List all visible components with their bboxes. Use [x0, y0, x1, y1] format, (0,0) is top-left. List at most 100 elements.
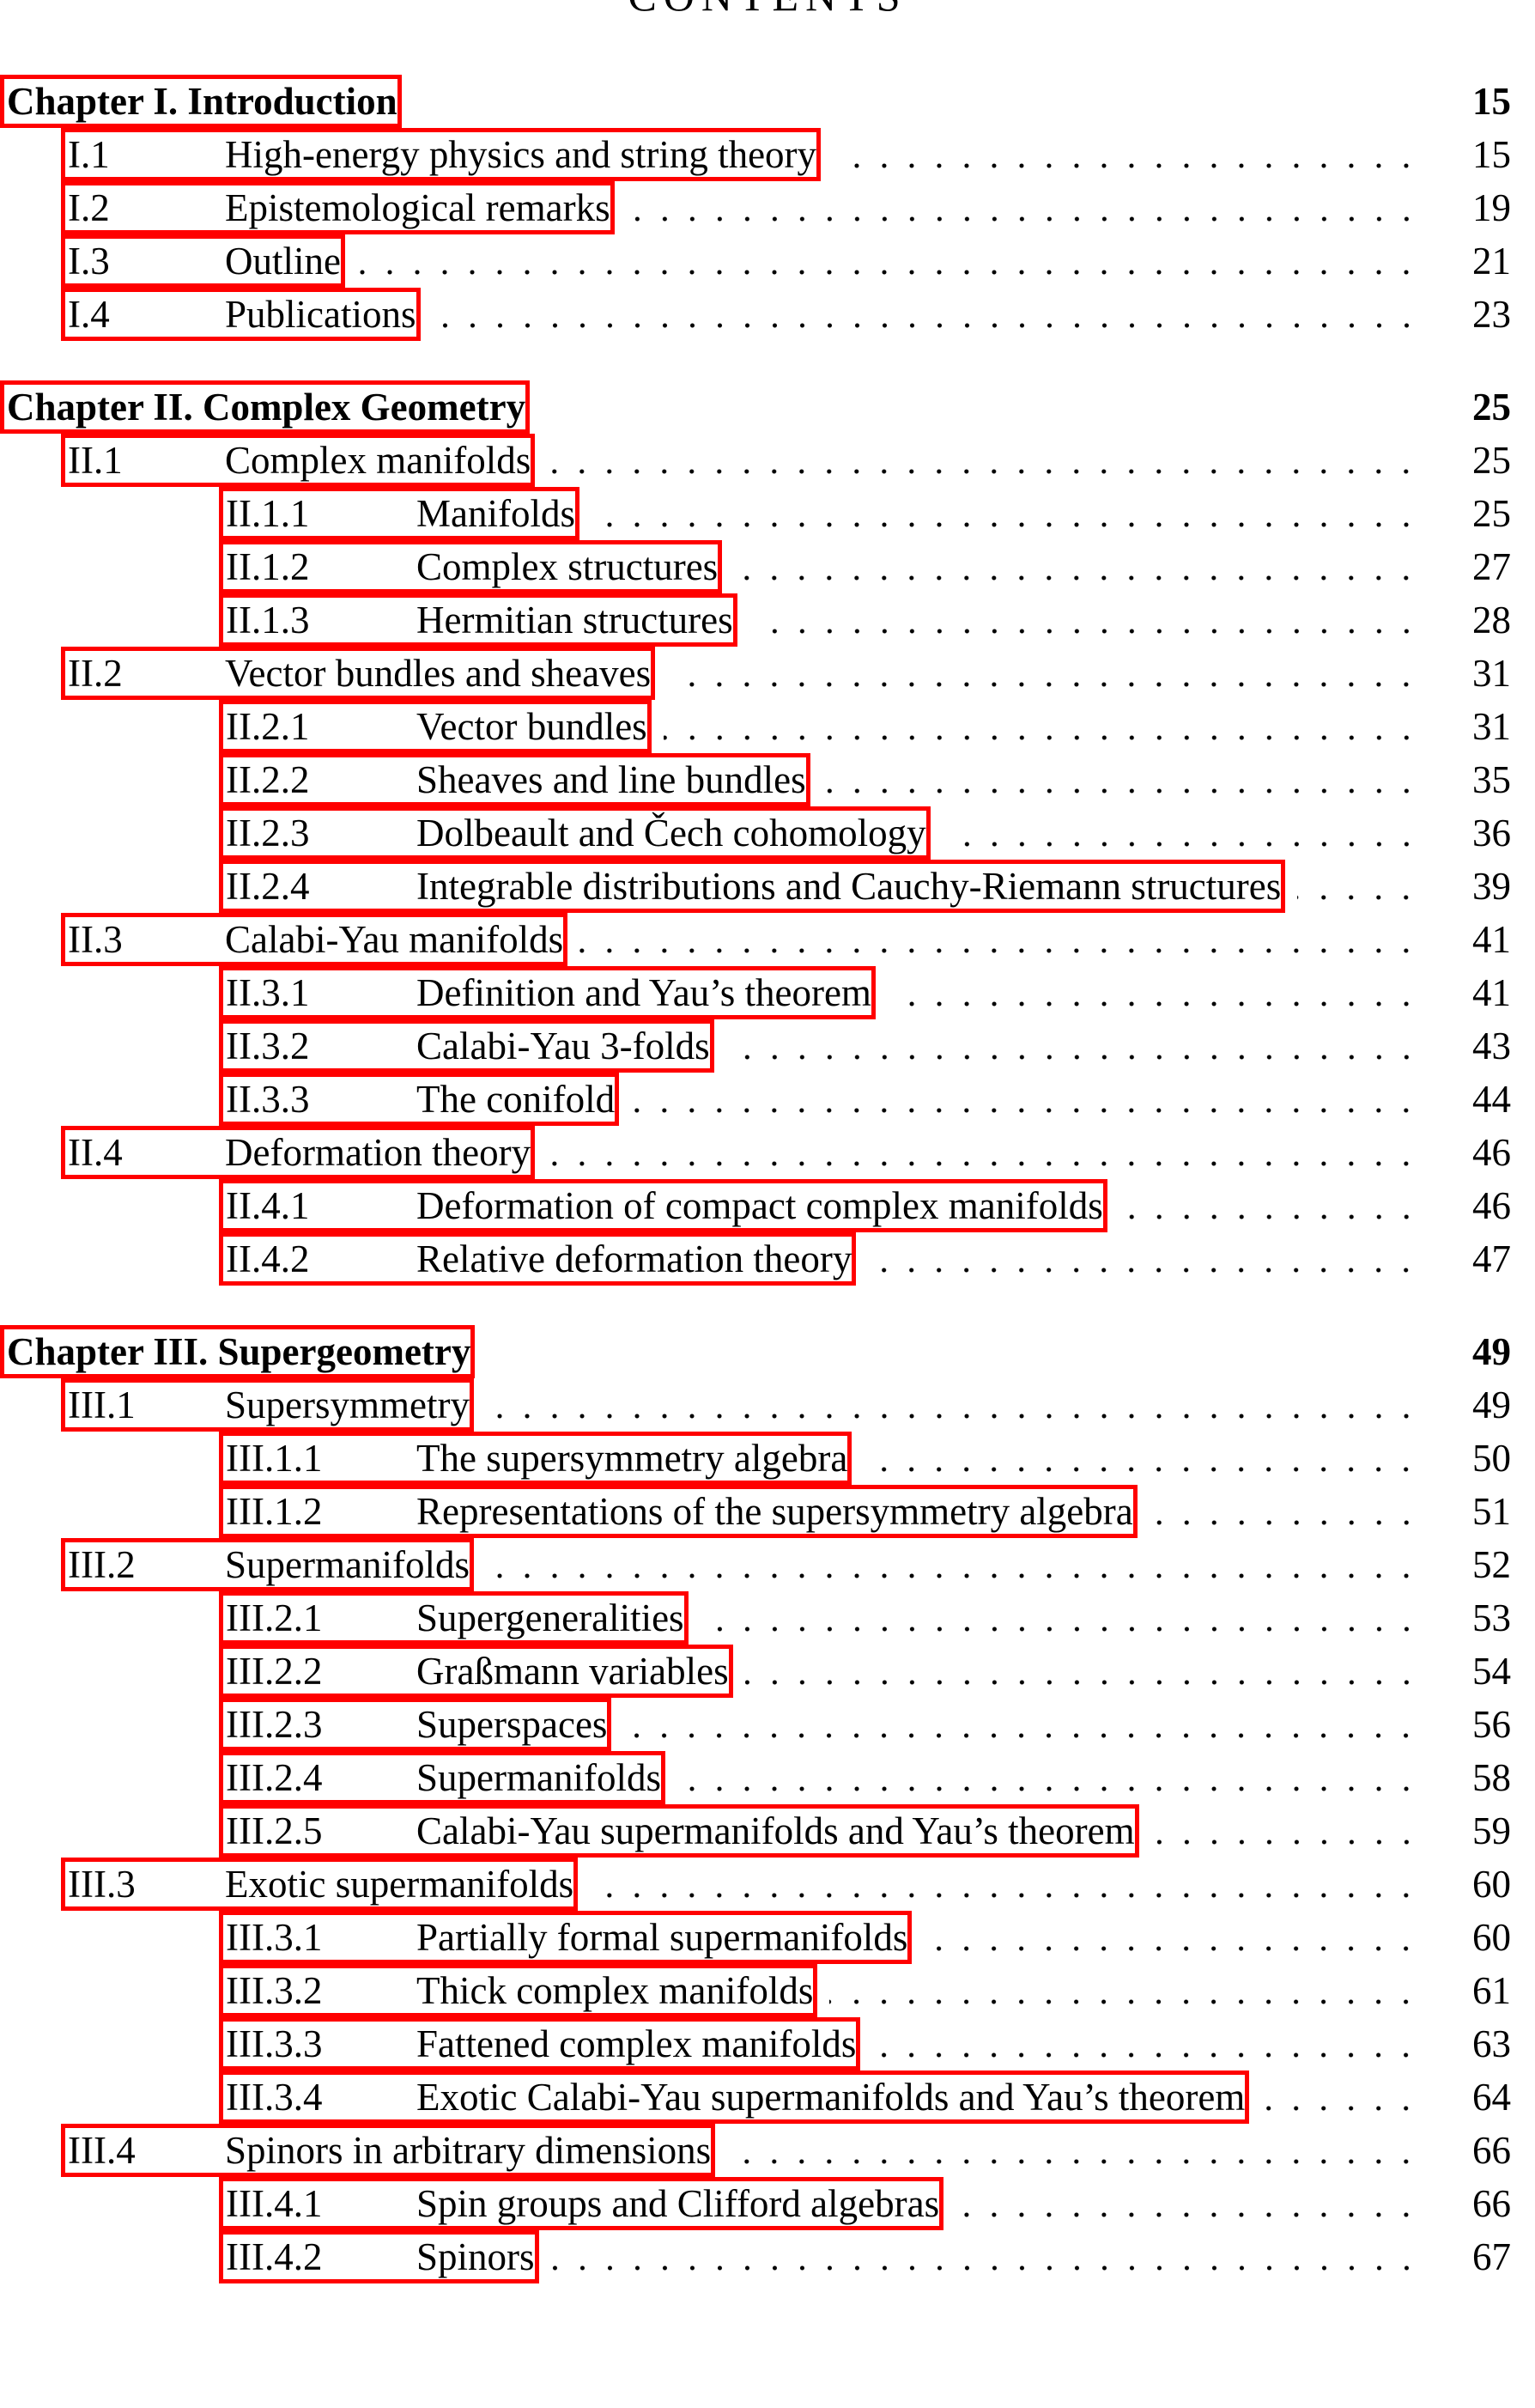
subsection-entry[interactable]: II.4.2 Relative deformation theory 47: [0, 1232, 1511, 1286]
subsection-title[interactable]: Manifolds: [416, 492, 575, 535]
section-title[interactable]: Spinors in arbitrary dimensions: [225, 2129, 712, 2172]
subsection-entry[interactable]: II.1.3 Hermitian structures 28: [0, 593, 1511, 647]
subsection-title[interactable]: Exotic Calabi-Yau supermanifolds and Yau…: [416, 2076, 1246, 2119]
subsection-title[interactable]: Deformation of compact complex manifolds: [416, 1184, 1103, 1227]
section-title[interactable]: High-energy physics and string theory: [225, 133, 817, 176]
subsection-title[interactable]: Supermanifolds: [416, 1756, 661, 1799]
subsection-entry[interactable]: II.2.1 Vector bundles 31: [0, 700, 1511, 753]
subsection-title[interactable]: The conifold: [416, 1078, 616, 1121]
section-entry[interactable]: III.3 Exotic supermanifolds 60: [0, 1858, 1511, 1911]
section-title[interactable]: Exotic supermanifolds: [225, 1863, 574, 1906]
section-entry[interactable]: I.4 Publications 23: [0, 288, 1511, 341]
subsection-entry[interactable]: II.3.3 The conifold 44: [0, 1073, 1511, 1126]
subsection-entry[interactable]: II.2.4 Integrable distributions and Cauch…: [0, 860, 1511, 913]
subsection-entry[interactable]: II.3.2 Calabi-Yau 3-folds 43: [0, 1019, 1511, 1073]
leader-dots: [727, 2124, 1420, 2177]
subsection-number: III.1.2: [226, 1490, 323, 1533]
subsection-title[interactable]: Supergeneralities: [416, 1596, 684, 1639]
section-entry[interactable]: I.2 Epistemological remarks 19: [0, 181, 1511, 234]
subsection-entry[interactable]: III.3.3 Fattened complex manifolds 63: [0, 2017, 1511, 2071]
section-title[interactable]: Complex manifolds: [225, 439, 531, 482]
section-entry[interactable]: III.4 Spinors in arbitrary dimensions 66: [0, 2124, 1511, 2177]
subsection-entry[interactable]: II.1.1 Manifolds 25: [0, 487, 1511, 540]
subsection-entry[interactable]: II.1.2 Complex structures 27: [0, 540, 1511, 593]
leader-dots: [1150, 1804, 1420, 1858]
subsection-entry[interactable]: II.2.3 Dolbeault and Čech cohomology 36: [0, 806, 1511, 860]
subsection-title[interactable]: Fattened complex manifolds: [416, 2022, 857, 2065]
subsection-title[interactable]: Vector bundles: [416, 705, 647, 748]
subsection-entry[interactable]: III.2.3 Superspaces 56: [0, 1698, 1511, 1751]
subsection-entry[interactable]: III.2.5 Calabi-Yau supermanifolds and Yau…: [0, 1804, 1511, 1858]
subsection-title[interactable]: Sheaves and line bundles: [416, 758, 806, 801]
chapter-page-number: 49: [1472, 1330, 1511, 1373]
leader-dots: [485, 1538, 1420, 1591]
chapter-title[interactable]: Chapter I. Introduction: [7, 80, 397, 123]
subsection-entry[interactable]: III.3.2 Thick complex manifolds 61: [0, 1964, 1511, 2017]
section-entry[interactable]: I.3 Outline 21: [0, 234, 1511, 288]
subsection-title[interactable]: Calabi-Yau supermanifolds and Yau’s theo…: [416, 1809, 1135, 1852]
section-title[interactable]: Outline: [225, 240, 341, 283]
subsection-title[interactable]: Definition and Yau’s theorem: [416, 971, 871, 1014]
subsection-title[interactable]: Relative deformation theory: [416, 1237, 852, 1280]
subsection-title[interactable]: Hermitian structures: [416, 599, 733, 642]
subsection-entry[interactable]: II.4.1 Deformation of compact complex man…: [0, 1179, 1511, 1232]
section-title[interactable]: Publications: [225, 293, 416, 336]
subsection-title[interactable]: Thick complex manifolds: [416, 1969, 814, 2012]
section-entry[interactable]: II.2 Vector bundles and sheaves 31: [0, 647, 1511, 700]
subsection-page-number: 47: [1472, 1237, 1511, 1280]
leader-dots: [663, 700, 1420, 753]
section-title[interactable]: Calabi-Yau manifolds: [225, 918, 564, 961]
highlight-box: III.4 Spinors in arbitrary dimensions: [61, 2124, 716, 2177]
section-number: I.3: [68, 240, 110, 283]
subsection-title[interactable]: The supersymmetry algebra: [416, 1437, 848, 1480]
section-entry[interactable]: III.1 Supersymmetry 49: [0, 1378, 1511, 1432]
section-entry[interactable]: I.1 High-energy physics and string theory…: [0, 128, 1511, 181]
section-title[interactable]: Deformation theory: [225, 1131, 531, 1174]
section-title[interactable]: Epistemological remarks: [225, 186, 610, 229]
subsection-title[interactable]: Calabi-Yau 3-folds: [416, 1025, 710, 1067]
highlight-box: I.4 Publications: [61, 288, 421, 341]
subsection-entry[interactable]: III.2.2 Graßmann variables 54: [0, 1645, 1511, 1698]
section-entry[interactable]: III.2 Supermanifolds 52: [0, 1538, 1511, 1591]
leader-dots: [1149, 1485, 1420, 1538]
subsection-entry[interactable]: III.1.2 Representations of the supersymme…: [0, 1485, 1511, 1538]
subsection-entry[interactable]: III.2.4 Supermanifolds 58: [0, 1751, 1511, 1804]
subsection-entry[interactable]: III.3.4 Exotic Calabi-Yau supermanifolds …: [0, 2071, 1511, 2124]
subsection-title[interactable]: Dolbeault and Čech cohomology: [416, 812, 926, 854]
highlight-box: II.4.2 Relative deformation theory: [219, 1232, 857, 1286]
section-title[interactable]: Vector bundles and sheaves: [225, 652, 652, 695]
subsection-entry[interactable]: III.2.1 Supergeneralities 53: [0, 1591, 1511, 1645]
subsection-title[interactable]: Spinors: [416, 2235, 535, 2278]
section-title[interactable]: Supermanifolds: [225, 1543, 470, 1586]
subsection-title[interactable]: Spin groups and Clifford algebras: [416, 2182, 940, 2225]
chapter-title[interactable]: Chapter II. Complex Geometry: [7, 386, 526, 429]
section-entry[interactable]: II.3 Calabi-Yau manifolds 41: [0, 913, 1511, 966]
subsection-title[interactable]: Superspaces: [416, 1703, 608, 1746]
chapter-entry[interactable]: Chapter II. Complex Geometry 25: [0, 380, 1511, 434]
subsection-page-number: 51: [1472, 1490, 1511, 1533]
subsection-title[interactable]: Graßmann variables: [416, 1650, 729, 1693]
section-entry[interactable]: II.1 Complex manifolds 25: [0, 434, 1511, 487]
subsection-entry[interactable]: III.1.1 The supersymmetry algebra 50: [0, 1432, 1511, 1485]
subsection-page-number: 58: [1472, 1756, 1511, 1799]
leader-dots: [542, 380, 1420, 434]
subsection-title[interactable]: Representations of the supersymmetry alg…: [416, 1490, 1133, 1533]
subsection-entry[interactable]: III.4.2 Spinors 67: [0, 2230, 1511, 2283]
chapter-entry[interactable]: Chapter III. Supergeometry 49: [0, 1325, 1511, 1378]
subsection-title[interactable]: Integrable distributions and Cauchy-Riem…: [416, 865, 1282, 908]
subsection-entry[interactable]: II.3.1 Definition and Yau’s theorem 41: [0, 966, 1511, 1019]
subsection-title[interactable]: Complex structures: [416, 545, 719, 588]
section-title[interactable]: Supersymmetry: [225, 1383, 470, 1426]
subsection-entry[interactable]: III.4.1 Spin groups and Clifford algebras…: [0, 2177, 1511, 2230]
leader-dots: [833, 128, 1420, 181]
subsection-entry[interactable]: III.3.1 Partially formal supermanifolds 60: [0, 1911, 1511, 1964]
subsection-entry[interactable]: II.2.2 Sheaves and line bundles 35: [0, 753, 1511, 806]
highlight-box: II.2.3 Dolbeault and Čech cohomology: [219, 806, 931, 860]
chapter-page-number: 25: [1472, 386, 1511, 429]
subsection-page-number: 28: [1472, 599, 1511, 642]
chapter-title[interactable]: Chapter III. Supergeometry: [7, 1330, 471, 1373]
chapter-entry[interactable]: Chapter I. Introduction 15: [0, 75, 1511, 128]
section-entry[interactable]: II.4 Deformation theory 46: [0, 1126, 1511, 1179]
subsection-page-number: 59: [1472, 1809, 1511, 1852]
subsection-title[interactable]: Partially formal supermanifolds: [416, 1916, 908, 1959]
